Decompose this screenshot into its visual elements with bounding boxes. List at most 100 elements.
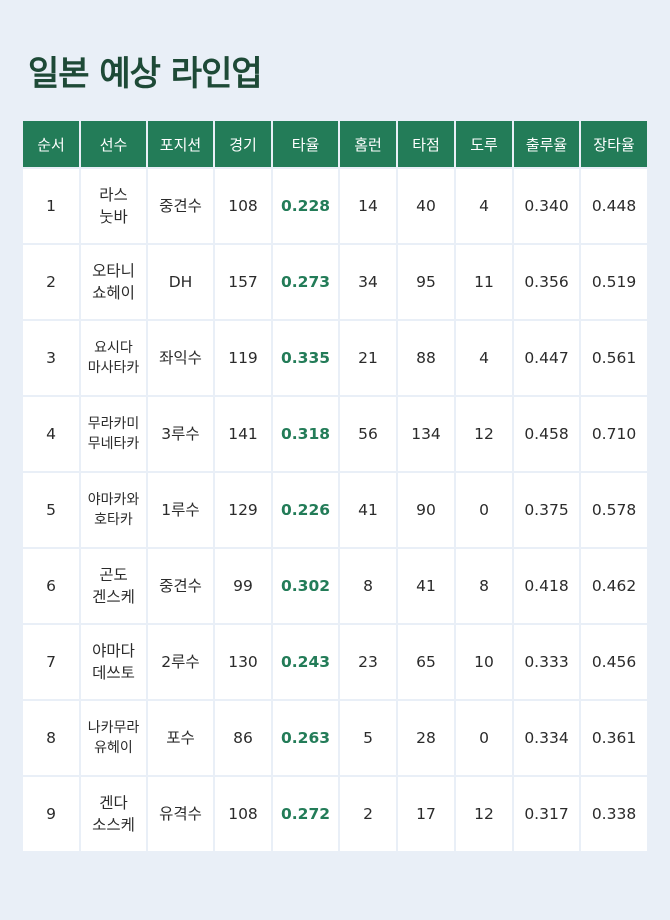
position-cell: 1루수: [146, 471, 215, 549]
order-cell: 8: [23, 699, 81, 777]
header-order: 순서: [23, 121, 81, 169]
batting-average-cell: 0.302: [271, 547, 340, 625]
table-row: 1 라스 눗바 중견수 108 0.228 14 40 4 0.340 0.448: [23, 167, 647, 245]
player-name-line-1: 야마다: [92, 641, 135, 660]
stolen-bases-cell: 4: [454, 319, 514, 397]
rbi-cell: 28: [396, 699, 456, 777]
player-name-line-2: 무네타카: [87, 436, 140, 452]
player-name-line-1: 오타니: [92, 261, 135, 280]
player-name-line-1: 나카무라: [87, 719, 140, 736]
player-name-cell: 나카무라 유헤이: [79, 699, 148, 777]
rbi-cell: 95: [396, 243, 456, 321]
rbi-cell: 90: [396, 471, 456, 549]
on-base-pct-cell: 0.458: [512, 395, 581, 473]
order-cell: 7: [23, 623, 81, 701]
home-runs-cell: 41: [338, 471, 398, 549]
on-base-pct-cell: 0.375: [512, 471, 581, 549]
stolen-bases-cell: 0: [454, 699, 514, 777]
table-row: 5 야마카와 호타카 1루수 129 0.226 41 90 0 0.375 0.578: [23, 471, 647, 549]
table-row: 8 나카무라 유헤이 포수 86 0.263 5 28 0 0.334 0.361: [23, 699, 647, 777]
games-cell: 157: [213, 243, 273, 321]
home-runs-cell: 14: [338, 167, 398, 245]
header-player: 선수: [79, 121, 148, 169]
player-name-cell: 야마카와 호타카: [79, 471, 148, 549]
order-cell: 5: [23, 471, 81, 549]
home-runs-cell: 34: [338, 243, 398, 321]
player-name-line-2: 소스케: [92, 816, 135, 834]
rbi-cell: 41: [396, 547, 456, 625]
order-cell: 1: [23, 167, 81, 245]
position-cell: 3루수: [146, 395, 215, 473]
player-name-cell: 곤도 겐스케: [79, 547, 148, 625]
header-slugging-pct: 장타율: [579, 121, 647, 169]
home-runs-cell: 23: [338, 623, 398, 701]
rbi-cell: 88: [396, 319, 456, 397]
games-cell: 99: [213, 547, 273, 625]
slugging-pct-cell: 0.448: [579, 167, 647, 245]
batting-average-cell: 0.226: [271, 471, 340, 549]
player-name-cell: 오타니 쇼헤이: [79, 243, 148, 321]
on-base-pct-cell: 0.317: [512, 775, 581, 851]
page-title: 일본 예상 라인업: [28, 54, 263, 94]
home-runs-cell: 8: [338, 547, 398, 625]
player-name-line-2: 겐스케: [92, 588, 135, 606]
rbi-cell: 134: [396, 395, 456, 473]
player-name-line-2: 마사타카: [87, 360, 140, 376]
order-cell: 6: [23, 547, 81, 625]
table-row: 2 오타니 쇼헤이 DH 157 0.273 34 95 11 0.356 0.519: [23, 243, 647, 321]
header-rbi: 타점: [396, 121, 456, 169]
batting-average-cell: 0.272: [271, 775, 340, 851]
stolen-bases-cell: 10: [454, 623, 514, 701]
player-name-line-1: 겐다: [99, 793, 128, 812]
lineup-body: 1 라스 눗바 중견수 108 0.228 14 40 4 0.340 0.448 2 오타니 쇼헤이 DH…: [23, 167, 647, 851]
player-name-line-1: 라스: [99, 185, 128, 204]
home-runs-cell: 21: [338, 319, 398, 397]
header-games: 경기: [213, 121, 273, 169]
order-cell: 2: [23, 243, 81, 321]
slugging-pct-cell: 0.338: [579, 775, 647, 851]
header-home-runs: 홈런: [338, 121, 398, 169]
games-cell: 119: [213, 319, 273, 397]
games-cell: 86: [213, 699, 273, 777]
home-runs-cell: 2: [338, 775, 398, 851]
games-cell: 108: [213, 167, 273, 245]
table-row: 6 곤도 겐스케 중견수 99 0.302 8 41 8 0.418 0.462: [23, 547, 647, 625]
table-row: 3 요시다 마사타카 좌익수 119 0.335 21 88 4 0.447 0.561: [23, 319, 647, 397]
on-base-pct-cell: 0.418: [512, 547, 581, 625]
position-cell: 포수: [146, 699, 215, 777]
slugging-pct-cell: 0.561: [579, 319, 647, 397]
slugging-pct-cell: 0.456: [579, 623, 647, 701]
on-base-pct-cell: 0.340: [512, 167, 581, 245]
batting-average-cell: 0.335: [271, 319, 340, 397]
slugging-pct-cell: 0.710: [579, 395, 647, 473]
player-name-line-2: 눗바: [99, 208, 128, 226]
on-base-pct-cell: 0.356: [512, 243, 581, 321]
on-base-pct-cell: 0.333: [512, 623, 581, 701]
home-runs-cell: 56: [338, 395, 398, 473]
batting-average-cell: 0.228: [271, 167, 340, 245]
header-position: 포지션: [146, 121, 215, 169]
position-cell: 좌익수: [146, 319, 215, 397]
batting-average-cell: 0.273: [271, 243, 340, 321]
header-batting-average: 타율: [271, 121, 340, 169]
position-cell: 중견수: [146, 547, 215, 625]
stolen-bases-cell: 12: [454, 775, 514, 851]
home-runs-cell: 5: [338, 699, 398, 777]
games-cell: 141: [213, 395, 273, 473]
player-name-line-1: 무라카미: [87, 415, 140, 432]
stolen-bases-cell: 0: [454, 471, 514, 549]
stolen-bases-cell: 11: [454, 243, 514, 321]
order-cell: 4: [23, 395, 81, 473]
table-row: 9 겐다 소스케 유격수 108 0.272 2 17 12 0.317 0.338: [23, 775, 647, 851]
slugging-pct-cell: 0.462: [579, 547, 647, 625]
rbi-cell: 40: [396, 167, 456, 245]
batting-average-cell: 0.243: [271, 623, 340, 701]
batting-average-cell: 0.318: [271, 395, 340, 473]
order-cell: 3: [23, 319, 81, 397]
player-name-line-1: 야마카와: [87, 491, 140, 508]
slugging-pct-cell: 0.578: [579, 471, 647, 549]
position-cell: 유격수: [146, 775, 215, 851]
header-on-base-pct: 출루율: [512, 121, 581, 169]
